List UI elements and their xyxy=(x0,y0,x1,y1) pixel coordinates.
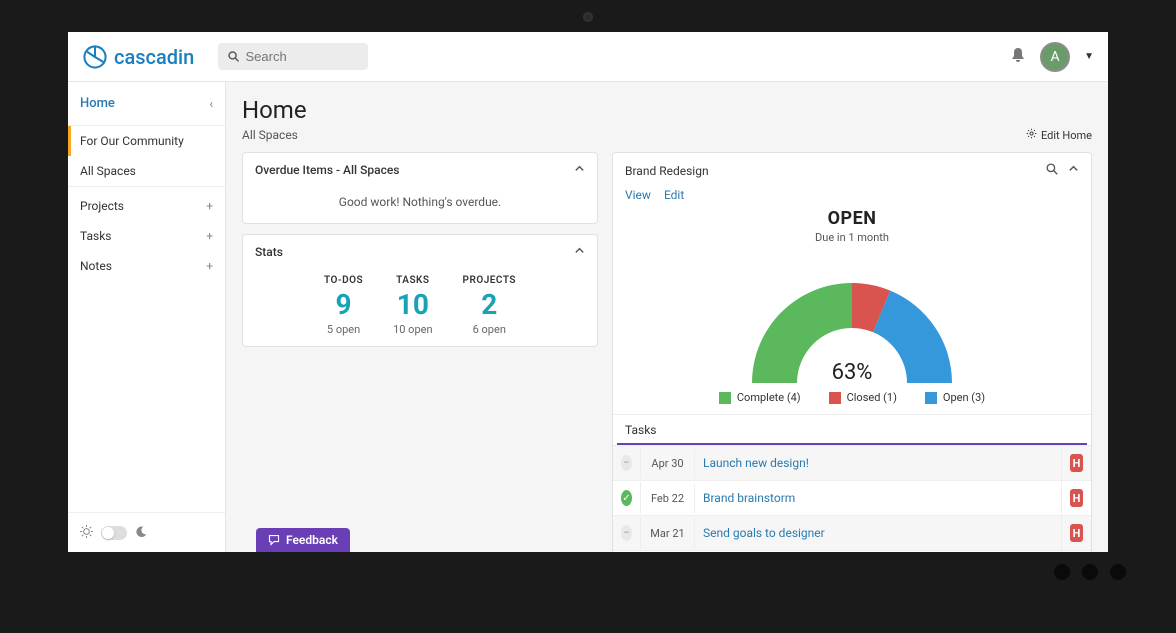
feedback-label: Feedback xyxy=(286,533,338,547)
main: Home All Spaces Edit Home xyxy=(226,82,1108,552)
project-status: OPEN xyxy=(613,208,1091,229)
legend-item: Complete (4) xyxy=(719,391,801,404)
edit-home-label: Edit Home xyxy=(1041,129,1092,142)
task-status-icon[interactable]: – xyxy=(613,517,641,549)
sidebar: Home ‹ For Our CommunityAll Spaces Proje… xyxy=(68,82,226,552)
search-icon[interactable] xyxy=(1046,163,1058,178)
task-date: Feb 22 xyxy=(641,484,695,513)
legend-item: Open (3) xyxy=(925,391,985,404)
priority-badge: H xyxy=(1070,489,1083,507)
overdue-panel: Overdue Items - All Spaces Good work! No… xyxy=(242,152,598,224)
gear-icon xyxy=(1026,128,1037,142)
task-date: Mar 21 xyxy=(641,519,695,548)
sidebar-nav-item[interactable]: Tasks+ xyxy=(68,221,225,251)
task-title-link[interactable]: Send goals to designer xyxy=(703,526,825,540)
plus-icon[interactable]: + xyxy=(206,259,213,273)
stats-panel: Stats TO-DOS95 open TASKS1010 open PROJECT… xyxy=(242,234,598,347)
edit-link[interactable]: Edit xyxy=(664,188,684,202)
task-status-icon[interactable]: ✓ xyxy=(613,482,641,514)
task-row[interactable]: –Apr 30 Launch new design! H xyxy=(613,445,1091,480)
stat-item: PROJECTS26 open xyxy=(463,275,516,336)
priority-badge: H xyxy=(1070,524,1083,542)
feedback-button[interactable]: Feedback xyxy=(256,528,350,552)
sidebar-nav-item[interactable]: Notes+ xyxy=(68,251,225,281)
task-row[interactable]: –Mar 21 Send goals to designer H xyxy=(613,515,1091,550)
logo[interactable]: cascadin xyxy=(82,44,194,70)
plus-icon[interactable]: + xyxy=(206,229,213,243)
sun-icon xyxy=(80,523,93,542)
overdue-message: Good work! Nothing's overdue. xyxy=(243,187,597,223)
search-box[interactable] xyxy=(218,43,368,70)
stat-item: TO-DOS95 open xyxy=(324,275,363,336)
collapse-icon[interactable] xyxy=(574,245,585,259)
topbar: cascadin A ▼ xyxy=(68,32,1108,82)
progress-percent: 63% xyxy=(613,360,1091,385)
app-screen: cascadin A ▼ Home xyxy=(68,32,1108,552)
sidebar-group-item[interactable]: For Our Community xyxy=(68,126,225,156)
bell-icon[interactable] xyxy=(1010,47,1026,67)
brand-panel-title: Brand Redesign xyxy=(625,164,709,178)
comment-icon xyxy=(268,534,280,546)
stats-title: Stats xyxy=(255,245,283,259)
task-title-link[interactable]: Launch new design! xyxy=(703,456,809,470)
task-title-link[interactable]: Brand brainstorm xyxy=(703,491,795,505)
theme-toggle[interactable] xyxy=(101,526,127,540)
page-subtitle: All Spaces xyxy=(242,128,307,142)
chevron-left-icon[interactable]: ‹ xyxy=(209,97,213,111)
avatar[interactable]: A xyxy=(1040,42,1070,72)
page-title: Home xyxy=(242,96,307,124)
priority-badge: H xyxy=(1070,454,1083,472)
logo-text: cascadin xyxy=(114,45,194,69)
sidebar-group-item[interactable]: All Spaces xyxy=(68,156,225,186)
legend-item: Closed (1) xyxy=(829,391,897,404)
task-status-icon[interactable]: – xyxy=(613,447,641,479)
project-due: Due in 1 month xyxy=(613,231,1091,244)
overdue-title: Overdue Items - All Spaces xyxy=(255,163,399,177)
task-date: Apr 30 xyxy=(641,449,695,478)
task-row[interactable]: ✓Feb 22 Brand brainstorm H xyxy=(613,480,1091,515)
brand-panel: Brand Redesign View Edit xyxy=(612,152,1092,552)
laptop-camera xyxy=(583,12,593,22)
plus-icon[interactable]: + xyxy=(206,199,213,213)
theme-toggle-row xyxy=(68,512,225,552)
stat-item: TASKS1010 open xyxy=(393,275,432,336)
sidebar-home[interactable]: Home ‹ xyxy=(68,82,225,125)
moon-icon xyxy=(135,523,147,542)
collapse-icon[interactable] xyxy=(1068,163,1079,178)
sidebar-home-label: Home xyxy=(80,96,115,111)
edit-home-button[interactable]: Edit Home xyxy=(1026,128,1092,142)
logo-icon xyxy=(82,44,108,70)
search-input[interactable] xyxy=(246,49,359,64)
sidebar-nav-item[interactable]: Projects+ xyxy=(68,191,225,221)
search-icon xyxy=(228,50,239,63)
user-menu-caret[interactable]: ▼ xyxy=(1084,51,1094,62)
tasks-heading: Tasks xyxy=(613,414,1091,443)
view-link[interactable]: View xyxy=(625,188,651,202)
collapse-icon[interactable] xyxy=(574,163,585,177)
